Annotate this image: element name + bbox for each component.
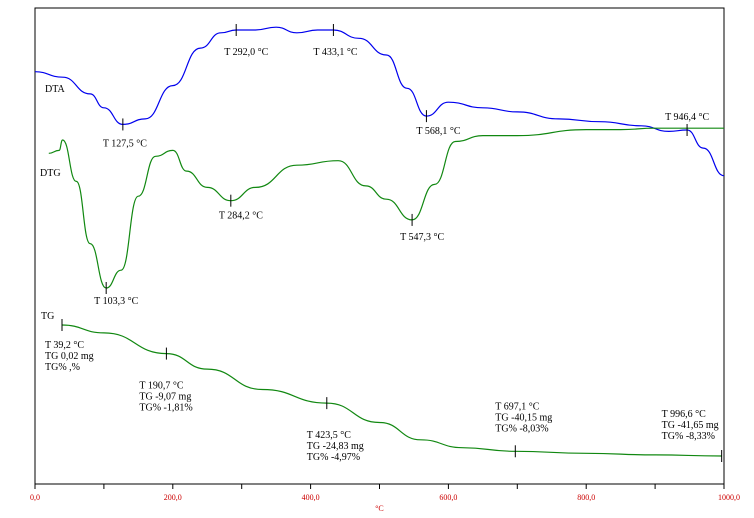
x-axis-unit-label: °C: [375, 504, 384, 513]
annotation-label: T 547,3 °C: [400, 232, 444, 243]
annotation-label: T 284,2 °C: [219, 211, 263, 222]
annotation-label: T 127,5 °C: [103, 138, 147, 149]
series-labels: DTA DTG TG: [40, 84, 66, 322]
annotation-label: TG -41,65 mg: [662, 420, 719, 431]
annotation-label: TG -40,15 mg: [495, 412, 552, 423]
annotation-label: T 996,6 °C: [662, 409, 706, 420]
annotation-label: T 433,1 °C: [313, 47, 357, 58]
annotation-label: T 190,7 °C: [139, 381, 183, 392]
x-tick-label: 800,0: [577, 493, 595, 502]
annotation-label: TG% -8,33%: [662, 431, 715, 442]
x-axis: 0,0 200,0 400,0 600,0 800,0 1000,0 °C: [30, 484, 740, 513]
annotation-label: TG% ,%: [45, 362, 80, 373]
annotation-label: TG% -1,81%: [139, 403, 192, 414]
annotation-label: TG -9,07 mg: [139, 392, 191, 403]
annotation-label: T 946,4 °C: [665, 112, 709, 123]
annotation-label: T 568,1 °C: [416, 126, 460, 137]
plot-frame: [34, 7, 725, 485]
annotation-label: T 697,1 °C: [495, 401, 539, 412]
x-tick-label: 1000,0: [718, 493, 740, 502]
x-tick-label: 600,0: [439, 493, 457, 502]
annotation-label: T 423,5 °C: [307, 430, 351, 441]
curves-layer: [34, 26, 725, 457]
x-tick-label: 400,0: [302, 493, 320, 502]
series-label-dtg: DTG: [40, 168, 61, 179]
annotation-label: TG 0,02 mg: [45, 351, 94, 362]
annotation-label: T 292,0 °C: [224, 47, 268, 58]
annotation-label: TG% -4,97%: [307, 452, 360, 463]
series-label-dta: DTA: [45, 84, 66, 95]
annotation-label: T 103,3 °C: [94, 296, 138, 307]
series-label-tg: TG: [41, 311, 54, 322]
series-line-dta: [34, 26, 725, 177]
x-tick-label: 0,0: [30, 493, 40, 502]
annotation-label: TG% -8,03%: [495, 423, 548, 434]
annotations-layer: T 127,5 °C T 292,0 °C T 433,1 °C T 568,1 °C…: [45, 24, 723, 463]
x-tick-label: 200,0: [164, 493, 182, 502]
annotation-label: T 39,2 °C: [45, 340, 84, 351]
annotation-label: TG -24,83 mg: [307, 441, 364, 452]
series-line-dtg: [48, 127, 724, 289]
